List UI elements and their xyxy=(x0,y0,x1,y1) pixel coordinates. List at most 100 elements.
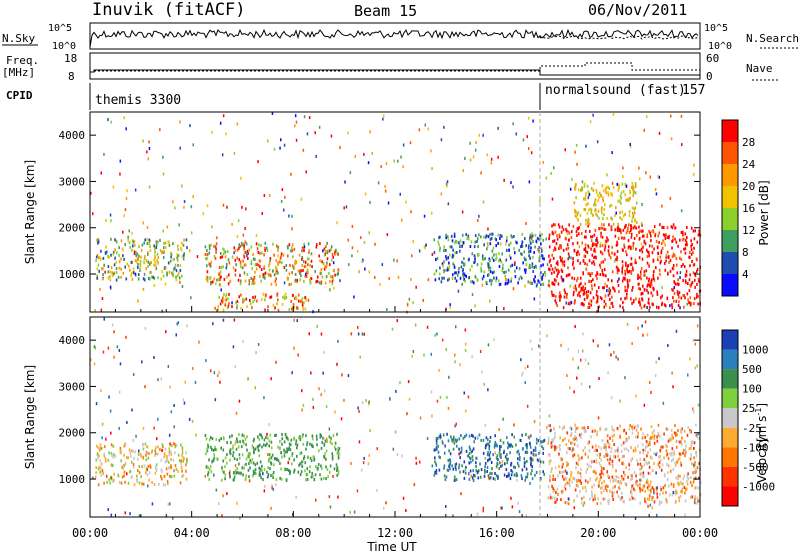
power-cell xyxy=(272,242,274,246)
power-cell xyxy=(154,247,156,251)
power-cell xyxy=(236,256,239,260)
power-cell xyxy=(660,251,662,255)
velocity-cell xyxy=(631,484,633,488)
velocity-cell xyxy=(578,433,581,437)
power-scatter xyxy=(216,236,218,240)
power-cell xyxy=(325,245,327,249)
velocity-cell xyxy=(551,467,553,471)
velocity-cell xyxy=(309,456,312,460)
power-scatter xyxy=(567,231,569,235)
power-scatter xyxy=(105,219,107,222)
power-cell xyxy=(240,306,242,310)
velocity-cell xyxy=(567,502,570,506)
velocity-cell xyxy=(470,450,473,454)
velocity-scatter xyxy=(573,506,576,510)
power-cell xyxy=(157,261,159,265)
power-cell xyxy=(227,282,230,286)
power-cell xyxy=(163,246,165,250)
velocity-cell xyxy=(498,467,500,471)
power-cell xyxy=(130,261,132,264)
velocity-cell xyxy=(296,454,298,458)
power-cell xyxy=(258,243,260,247)
velocity-cell xyxy=(650,436,652,440)
velocity-cell xyxy=(679,452,682,456)
freq-trace xyxy=(90,69,700,76)
velocity-cell xyxy=(155,446,157,450)
power-cell xyxy=(575,215,578,219)
velocity-cell xyxy=(620,491,623,495)
velocity-cell xyxy=(615,475,618,479)
power-cell xyxy=(601,206,603,210)
power-cell xyxy=(263,253,265,257)
power-cell xyxy=(330,247,332,251)
velocity-cell xyxy=(130,454,132,458)
velocity-cell xyxy=(320,477,323,481)
power-cell xyxy=(611,270,614,274)
velocity-scatter xyxy=(316,324,318,328)
velocity-scatter xyxy=(452,438,455,442)
velocity-cell xyxy=(518,458,521,462)
power-cell xyxy=(640,292,643,296)
power-scatter xyxy=(374,276,376,279)
power-cell xyxy=(672,235,674,239)
power-cell xyxy=(690,226,693,230)
power-cell xyxy=(648,302,650,305)
velocity-cell xyxy=(678,496,680,500)
velocity-cell xyxy=(562,438,564,442)
velocity-scatter xyxy=(142,426,145,430)
power-cell xyxy=(671,306,673,310)
power-cell xyxy=(631,206,634,210)
velocity-scatter xyxy=(182,398,185,402)
velocity-cell xyxy=(336,473,338,477)
velocity-cell xyxy=(661,463,664,467)
power-scatter xyxy=(288,214,290,218)
power-cell xyxy=(647,283,649,287)
velocity-cell xyxy=(680,461,682,465)
power-cell xyxy=(433,272,436,276)
velocity-cell xyxy=(496,461,498,465)
velocity-scatter xyxy=(214,398,217,402)
power-cell xyxy=(598,195,601,199)
power-cell xyxy=(498,259,500,263)
power-scatter xyxy=(402,143,405,147)
velocity-cell xyxy=(211,447,213,451)
velocity-cell xyxy=(557,492,559,496)
power-scatter xyxy=(164,282,167,286)
power-scatter xyxy=(592,113,594,117)
power-cell xyxy=(320,272,322,276)
velocity-cell xyxy=(582,426,584,430)
velocity-cell xyxy=(601,485,603,489)
power-cell xyxy=(612,286,614,290)
power-scatter xyxy=(148,140,150,144)
velocity-cell xyxy=(601,466,603,470)
velocity-cell xyxy=(469,469,472,473)
velocity-cell xyxy=(612,465,614,469)
power-scatter xyxy=(442,270,445,274)
power-cell xyxy=(643,288,646,291)
power-cell xyxy=(669,269,672,273)
velocity-cell xyxy=(574,430,577,434)
velocity-cell xyxy=(558,464,560,468)
power-scatter xyxy=(242,233,245,237)
velocity-cell xyxy=(612,498,614,501)
velocity-cell xyxy=(647,483,650,487)
velocity-cell xyxy=(487,459,489,463)
power-scatter xyxy=(578,245,581,249)
power-cell xyxy=(495,244,497,248)
power-scatter xyxy=(410,277,412,281)
power-cell xyxy=(328,272,330,275)
velocity-cell xyxy=(488,453,491,457)
velocity-cell xyxy=(259,460,262,464)
power-scatter xyxy=(344,180,346,184)
velocity-scatter xyxy=(94,475,97,479)
velocity-cell xyxy=(122,466,124,470)
velocity-cell xyxy=(694,497,696,501)
velocity-cell xyxy=(591,495,593,499)
velocity-cell xyxy=(168,453,170,457)
power-cell xyxy=(451,245,453,249)
velocity-scatter xyxy=(116,345,119,349)
velocity-cell xyxy=(662,445,664,449)
velocity-cell xyxy=(657,432,659,435)
